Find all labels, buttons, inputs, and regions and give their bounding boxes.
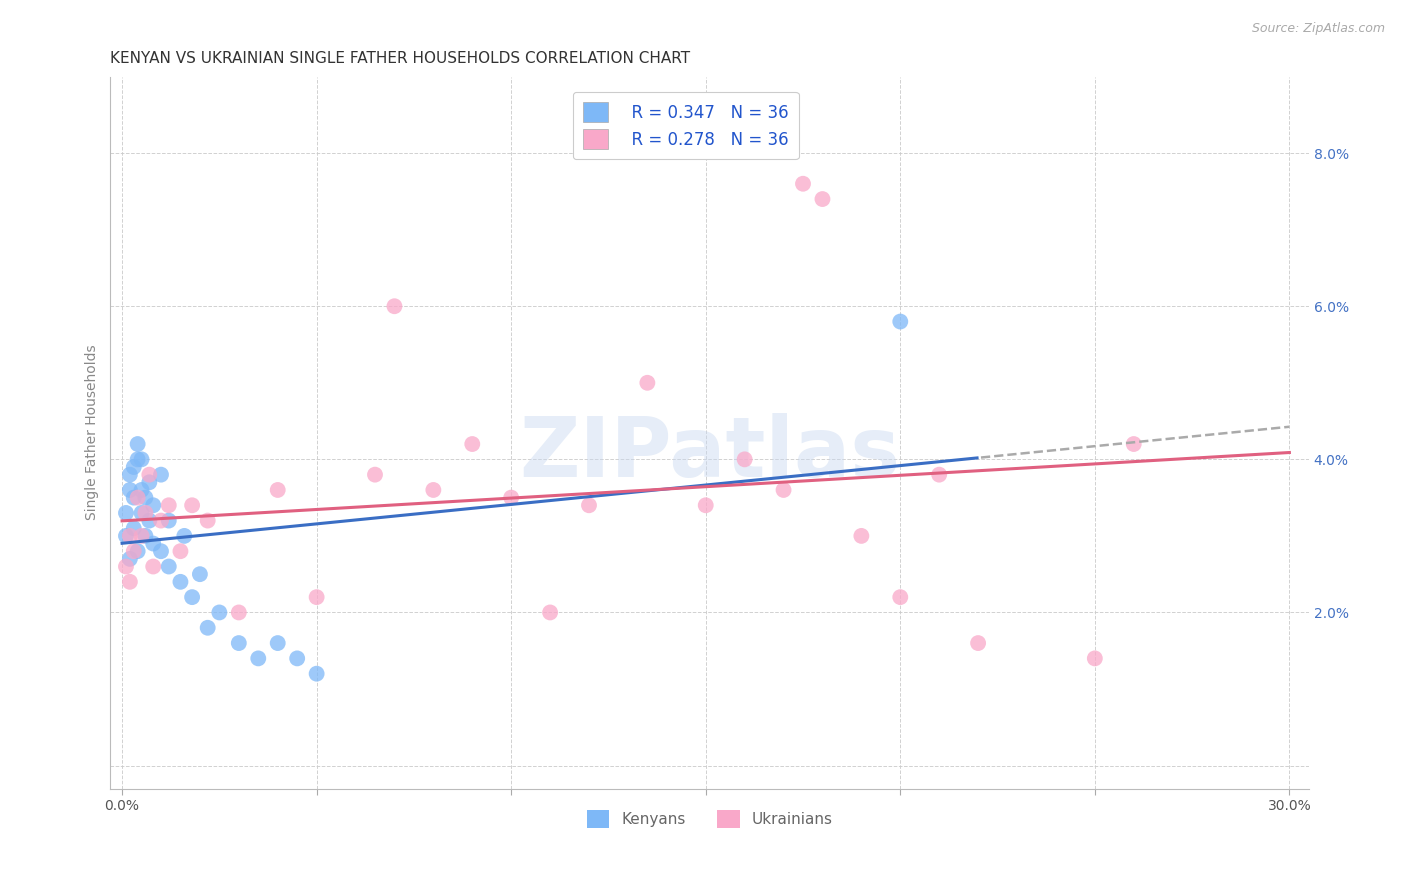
Point [157,498,180,512]
Point [157,514,180,528]
Point [118,529,141,543]
Point [134,506,156,520]
Point [578,498,600,512]
Point [364,467,387,482]
Point [127,544,149,558]
Point [127,437,149,451]
Point [967,636,990,650]
Point [228,606,250,620]
Point [267,483,290,497]
Point [169,544,191,558]
Point [792,177,814,191]
Point [181,590,204,604]
Point [127,491,149,505]
Point [928,467,950,482]
Point [851,529,873,543]
Point [138,475,160,490]
Point [150,467,173,482]
Point [384,299,406,313]
Point [122,460,145,475]
Point [142,536,165,550]
Text: ZIPatlas: ZIPatlas [519,413,900,494]
Point [501,491,523,505]
Point [115,529,138,543]
Point [188,567,211,582]
Point [285,651,308,665]
Point [538,606,561,620]
Point [134,529,156,543]
Point [247,651,270,665]
Point [1122,437,1144,451]
Point [118,483,141,497]
Text: KENYAN VS UKRAINIAN SINGLE FATHER HOUSEHOLDS CORRELATION CHART: KENYAN VS UKRAINIAN SINGLE FATHER HOUSEH… [111,51,690,66]
Point [115,559,138,574]
Point [142,498,165,512]
Legend: Kenyans, Ukrainians: Kenyans, Ukrainians [581,804,839,834]
Point [142,559,165,574]
Point [131,483,153,497]
Point [115,506,138,520]
Point [150,514,173,528]
Point [131,506,153,520]
Point [127,452,149,467]
Point [734,452,756,467]
Point [181,498,204,512]
Point [208,606,231,620]
Point [228,636,250,650]
Point [150,544,173,558]
Point [122,544,145,558]
Point [811,192,834,206]
Point [461,437,484,451]
Point [134,491,156,505]
Y-axis label: Single Father Households: Single Father Households [86,344,100,520]
Point [636,376,658,390]
Point [197,514,219,528]
Point [131,452,153,467]
Point [197,621,219,635]
Point [305,590,328,604]
Point [138,467,160,482]
Point [118,574,141,589]
Point [695,498,717,512]
Point [118,467,141,482]
Point [772,483,794,497]
Point [122,521,145,535]
Point [267,636,290,650]
Text: Source: ZipAtlas.com: Source: ZipAtlas.com [1251,22,1385,36]
Point [889,590,911,604]
Point [118,552,141,566]
Point [422,483,444,497]
Point [305,666,328,681]
Point [889,314,911,328]
Point [157,559,180,574]
Point [131,529,153,543]
Point [173,529,195,543]
Point [1084,651,1107,665]
Point [122,491,145,505]
Point [169,574,191,589]
Point [138,514,160,528]
